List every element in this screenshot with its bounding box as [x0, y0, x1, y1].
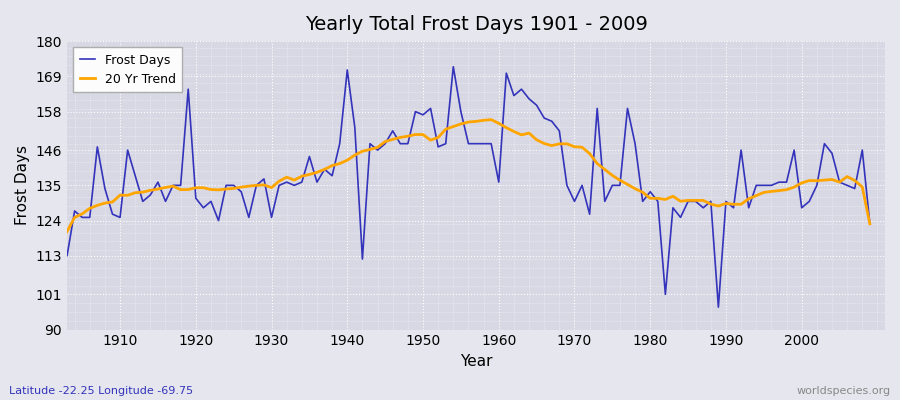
Frost Days [274, 183, 284, 188]
Y-axis label: Frost Days: Frost Days [15, 145, 30, 225]
Frost Days [493, 180, 504, 184]
X-axis label: Year: Year [460, 354, 492, 369]
20 Yr Trend [486, 117, 497, 122]
Frost Days [107, 212, 118, 216]
20 Yr Trend [107, 200, 118, 204]
Text: worldspecies.org: worldspecies.org [796, 386, 891, 396]
Frost Days [501, 71, 512, 76]
20 Yr Trend [592, 161, 603, 166]
Frost Days [865, 222, 876, 226]
Frost Days [713, 305, 724, 310]
Frost Days [320, 167, 330, 172]
20 Yr Trend [47, 257, 58, 262]
20 Yr Trend [493, 121, 504, 126]
20 Yr Trend [501, 125, 512, 130]
20 Yr Trend [274, 179, 284, 184]
Frost Days [592, 106, 603, 111]
Frost Days [47, 257, 58, 262]
Line: Frost Days: Frost Days [52, 67, 870, 307]
Text: Latitude -22.25 Longitude -69.75: Latitude -22.25 Longitude -69.75 [9, 386, 194, 396]
20 Yr Trend [865, 222, 876, 226]
Legend: Frost Days, 20 Yr Trend: Frost Days, 20 Yr Trend [73, 47, 182, 92]
Frost Days [448, 64, 459, 69]
Title: Yearly Total Frost Days 1901 - 2009: Yearly Total Frost Days 1901 - 2009 [304, 15, 647, 34]
Line: 20 Yr Trend: 20 Yr Trend [52, 120, 870, 259]
20 Yr Trend [320, 167, 330, 172]
